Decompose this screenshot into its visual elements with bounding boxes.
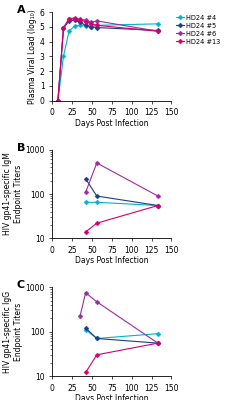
Y-axis label: HIV gp41-specific IgG
Endpoint Titers: HIV gp41-specific IgG Endpoint Titers [3,290,23,373]
Legend: HD24 #4, HD24 #5, HD24 #6, HD24 #13: HD24 #4, HD24 #5, HD24 #6, HD24 #13 [174,12,223,47]
Y-axis label: Plasma Viral Load (log₁₀): Plasma Viral Load (log₁₀) [28,9,37,104]
X-axis label: Days Post Infection: Days Post Infection [75,394,149,400]
Y-axis label: HIV gp41-specific IgM
Endpoint Titers: HIV gp41-specific IgM Endpoint Titers [3,152,23,236]
X-axis label: Days Post Infection: Days Post Infection [75,256,149,266]
X-axis label: Days Post Infection: Days Post Infection [75,119,149,128]
Text: A: A [17,5,25,15]
Text: C: C [17,280,25,290]
Text: B: B [17,142,25,152]
